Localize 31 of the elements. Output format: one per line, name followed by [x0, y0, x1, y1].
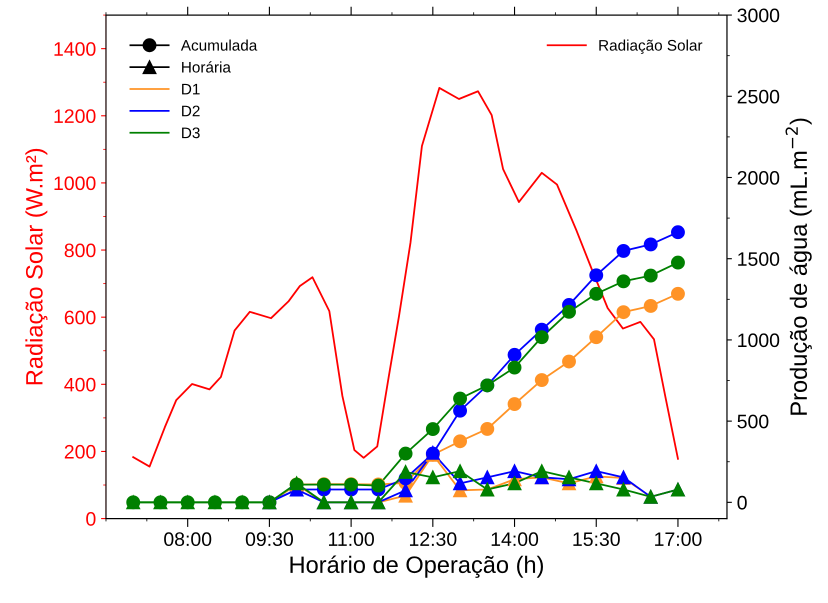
legend-label: D2 — [182, 106, 200, 116]
x-tick-label: 17:00 — [655, 532, 702, 546]
x-axis-title: Horário de Operação (h) — [290, 555, 543, 578]
legend-label: Radiação Solar — [599, 40, 702, 54]
y2-axis-title: Produção de água (mL.m$^{−2}$) — [786, 118, 812, 415]
legend-label: D1 — [182, 84, 200, 94]
y2-tick-label: 1500 — [738, 252, 780, 266]
y-tick-label: 600 — [64, 310, 96, 324]
y2-tick-label: 500 — [737, 414, 768, 428]
x-tick-label: 12:30 — [410, 532, 456, 546]
x-tick-label: 08:00 — [164, 532, 212, 546]
y-tick-label: 1000 — [54, 176, 96, 190]
y-tick-label: 400 — [64, 378, 96, 392]
y-tick-label: 1200 — [54, 109, 96, 124]
y2-tick-label: 3000 — [737, 8, 780, 22]
y2-tick-label: 1000 — [738, 333, 780, 348]
y2-tick-label: 2000 — [738, 170, 780, 185]
y-tick-label: 1400 — [54, 42, 96, 56]
annotation: Horária — [182, 61, 231, 73]
y-axis-title: Radiação Solar (W.m²) — [25, 148, 48, 384]
y2-tick-label: 2500 — [738, 90, 780, 104]
y-tick-label: 800 — [64, 244, 96, 258]
y2-tick-label: 0 — [737, 496, 747, 510]
y-tick-label: 200 — [64, 444, 96, 459]
annotation: Acumulada — [180, 40, 258, 51]
legend-label: D3 — [182, 127, 200, 138]
y-tick-label: 0 — [86, 512, 96, 526]
x-tick-label: 14:00 — [492, 532, 538, 546]
x-tick-label: 09:30 — [246, 532, 293, 546]
x-tick-label: 15:30 — [573, 532, 620, 546]
x-tick-label: 11:00 — [328, 532, 374, 546]
